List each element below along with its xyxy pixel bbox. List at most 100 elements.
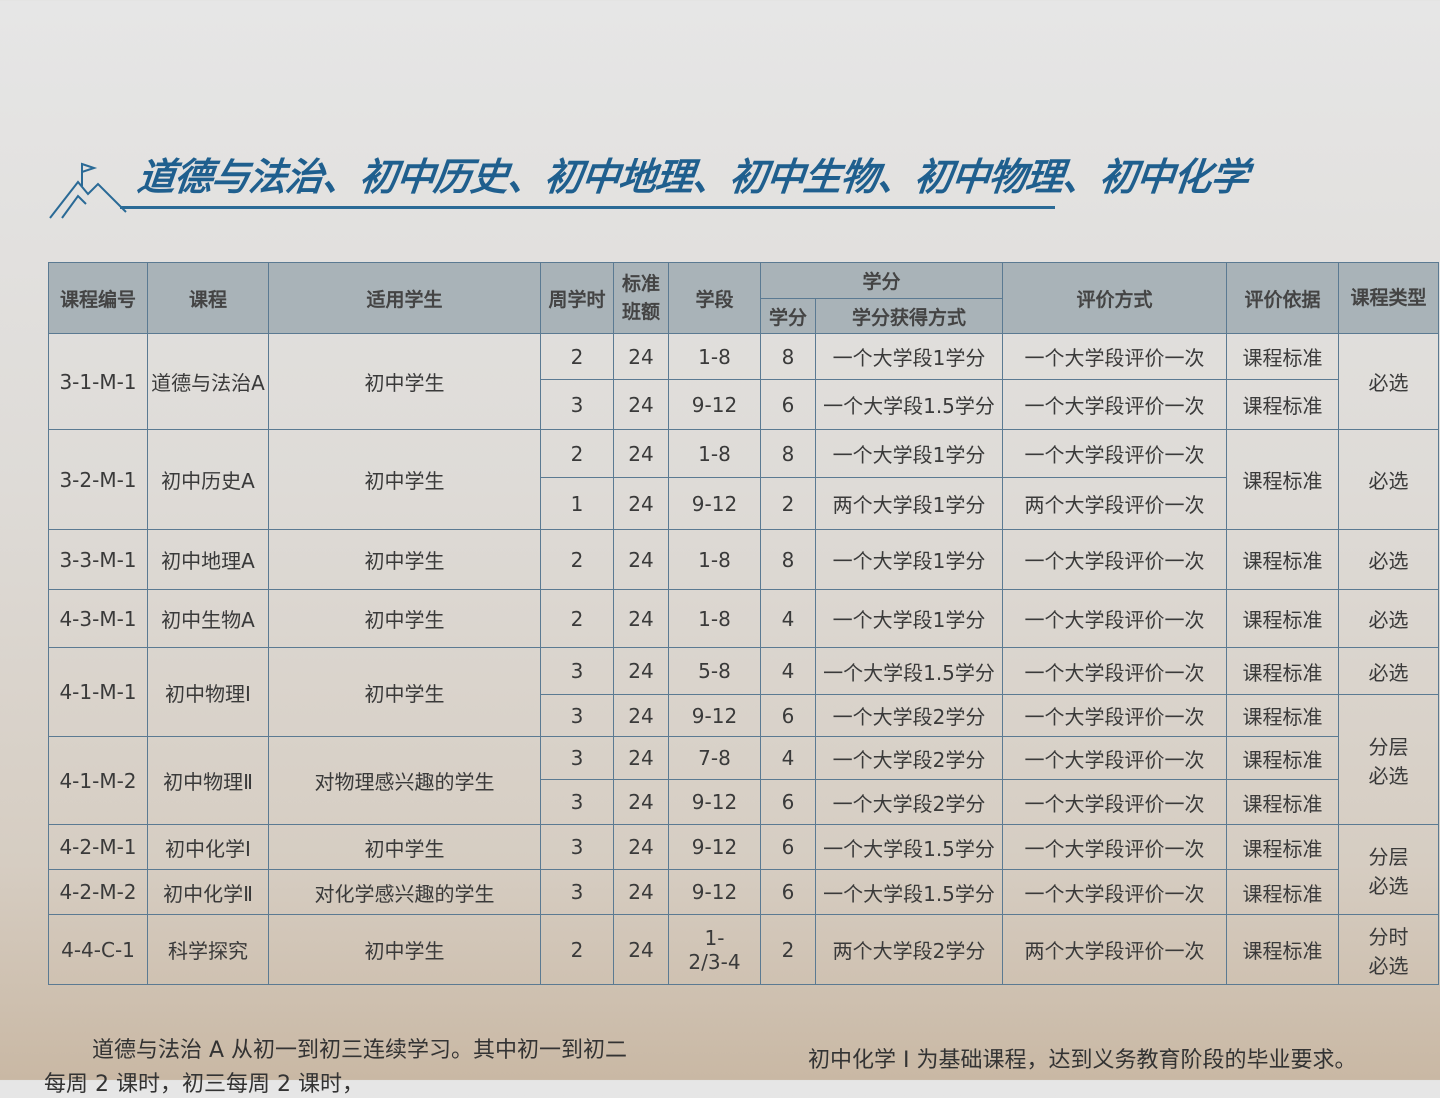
cell-course-type: 必选 — [1338, 529, 1440, 590]
cell-stage: 1-8 — [668, 529, 761, 590]
cell-students: 初中学生 — [268, 333, 541, 430]
cell-credit: 6 — [760, 824, 816, 870]
cell-credit-method: 一个大学段1.5学分 — [814, 647, 1004, 695]
table-row: 4-1-M-1 初中物理Ⅰ 初中学生 3 24 5-8 4 一个大学段1.5学分 一个大学段评价… — [48, 647, 1440, 737]
cell-course-type: 必选 — [1338, 589, 1440, 648]
header-course-type: 课程类型 — [1338, 262, 1440, 334]
cell-stage: 1-8 — [668, 333, 761, 380]
cell-stage: 7-8 — [668, 736, 761, 780]
cell-students: 初中学生 — [268, 589, 541, 648]
cell-eval-basis: 课程标准 — [1226, 589, 1340, 648]
cell-class-size: 24 — [613, 529, 669, 590]
cell-students: 对物理感兴趣的学生 — [268, 736, 541, 825]
cell-stage: 1-8 — [668, 589, 761, 648]
cell-credit: 8 — [760, 529, 816, 590]
cell-students: 初中学生 — [268, 824, 541, 870]
table-row: 4-4-C-1 科学探究 初中学生 2 24 1-2/3-4 2 两个大学段2学分 两个大学段评… — [48, 914, 1440, 985]
cell-eval-basis: 课程标准 — [1226, 379, 1340, 430]
cell-eval-method: 一个大学段评价一次 — [1002, 779, 1228, 825]
cell-class-size: 24 — [613, 429, 669, 478]
table-row: 3 24 9-12 6 一个大学段2学分 一个大学段评价一次 课程标准 分层必选 — [49, 694, 1440, 825]
table-row: 3 24 9-12 6 一个大学段1.5学分 一个大学段评价一次 课程标准 — [49, 379, 1439, 430]
cell-credit: 6 — [760, 379, 816, 430]
table-row: 1 24 9-12 2 两个大学段1学分 两个大学段评价一次 — [49, 477, 1439, 530]
cell-class-size: 24 — [613, 914, 669, 985]
cell-course: 科学探究 — [147, 914, 269, 985]
cell-course: 道德与法治A — [147, 333, 269, 430]
cell-course-type: 分层必选 — [1338, 694, 1440, 825]
cell-code: 4-2-M-2 — [48, 869, 148, 915]
cell-eval-basis: 课程标准 — [1226, 333, 1340, 380]
cell-credit-method: 一个大学段1.5学分 — [814, 869, 1004, 915]
cell-eval-method: 一个大学段评价一次 — [1002, 429, 1228, 478]
cell-stage: 1-2/3-4 — [668, 914, 761, 985]
cell-students: 对化学感兴趣的学生 — [268, 869, 541, 915]
cell-course: 初中历史A — [147, 429, 269, 530]
cell-course: 初中生物A — [147, 589, 269, 648]
cell-code: 3-1-M-1 — [48, 333, 148, 430]
cell-course-type: 必选 — [1338, 429, 1440, 530]
cell-eval-method: 两个大学段评价一次 — [1002, 914, 1228, 985]
cell-eval-method: 一个大学段评价一次 — [1002, 869, 1228, 915]
cell-credit: 4 — [760, 647, 816, 695]
cell-course: 初中物理Ⅰ — [147, 647, 269, 737]
cell-weekly-hours: 2 — [540, 914, 614, 985]
header-credit-group: 学分 — [759, 262, 1004, 299]
cell-class-size: 24 — [613, 736, 669, 780]
cell-students: 初中学生 — [268, 429, 541, 530]
cell-eval-basis: 课程标准 — [1226, 429, 1340, 530]
cell-credit-method: 两个大学段2学分 — [814, 914, 1004, 985]
cell-class-size: 24 — [613, 824, 669, 870]
cell-eval-basis: 课程标准 — [1226, 529, 1340, 590]
header-stage: 学段 — [668, 262, 761, 334]
cell-credit: 4 — [760, 589, 816, 648]
header-code: 课程编号 — [48, 262, 148, 334]
cell-eval-basis: 课程标准 — [1226, 779, 1340, 825]
table-row: 4-2-M-1 初中化学Ⅰ 初中学生 3 24 9-12 6 一个大学段1.5学分 一个大学段评… — [48, 824, 1440, 915]
cell-credit: 2 — [760, 914, 816, 985]
header-course: 课程 — [147, 262, 269, 334]
cell-class-size: 24 — [613, 869, 669, 915]
cell-credit-method: 一个大学段1学分 — [814, 529, 1004, 590]
cell-code: 4-2-M-1 — [48, 824, 148, 870]
cell-credit: 6 — [760, 779, 816, 825]
cell-class-size: 24 — [613, 477, 669, 530]
header-students: 适用学生 — [268, 262, 541, 334]
title-underline — [120, 206, 1055, 209]
cell-class-size: 24 — [613, 779, 669, 825]
cell-weekly-hours: 2 — [540, 333, 614, 380]
cell-course: 初中物理Ⅱ — [147, 736, 269, 825]
cell-weekly-hours: 3 — [540, 379, 614, 430]
cell-credit: 2 — [760, 477, 816, 530]
cell-credit-method: 一个大学段2学分 — [814, 779, 1004, 825]
cell-eval-method: 一个大学段评价一次 — [1002, 333, 1228, 380]
cell-eval-method: 一个大学段评价一次 — [1002, 824, 1228, 870]
cell-stage: 1-8 — [668, 429, 761, 478]
cell-credit: 6 — [760, 869, 816, 915]
cell-course-type: 分时必选 — [1338, 914, 1440, 985]
cell-credit-method: 一个大学段1学分 — [814, 333, 1004, 380]
header-eval-basis: 评价依据 — [1226, 262, 1340, 334]
cell-eval-basis: 课程标准 — [1226, 824, 1340, 870]
cell-course: 初中化学Ⅰ — [147, 824, 269, 870]
table-row: 3-3-M-1 初中地理A 初中学生 2 24 1-8 8 一个大学段1学分 一个大学段评价一次… — [48, 529, 1440, 590]
cell-weekly-hours: 1 — [540, 477, 614, 530]
cell-weekly-hours: 2 — [540, 429, 614, 478]
header-class-size: 标准班额 — [613, 262, 669, 334]
cell-weekly-hours: 3 — [540, 779, 614, 825]
cell-weekly-hours: 3 — [540, 824, 614, 870]
header-credit: 学分 — [760, 298, 816, 334]
cell-credit-method: 一个大学段1学分 — [814, 589, 1004, 648]
cell-weekly-hours: 3 — [540, 694, 614, 737]
cell-eval-basis: 课程标准 — [1226, 736, 1340, 780]
cell-stage: 5-8 — [668, 647, 761, 695]
cell-eval-method: 一个大学段评价一次 — [1002, 736, 1228, 780]
cell-weekly-hours: 3 — [540, 647, 614, 695]
cell-class-size: 24 — [613, 647, 669, 695]
cell-credit: 4 — [760, 736, 816, 780]
cell-stage: 9-12 — [668, 477, 761, 530]
table-row: 4-1-M-2 初中物理Ⅱ 对物理感兴趣的学生 3 24 7-8 4 一个大学段2学分 一个大学… — [48, 736, 1439, 825]
cell-stage: 9-12 — [668, 694, 761, 737]
cell-stage: 9-12 — [668, 379, 761, 430]
cell-eval-method: 一个大学段评价一次 — [1002, 647, 1228, 695]
